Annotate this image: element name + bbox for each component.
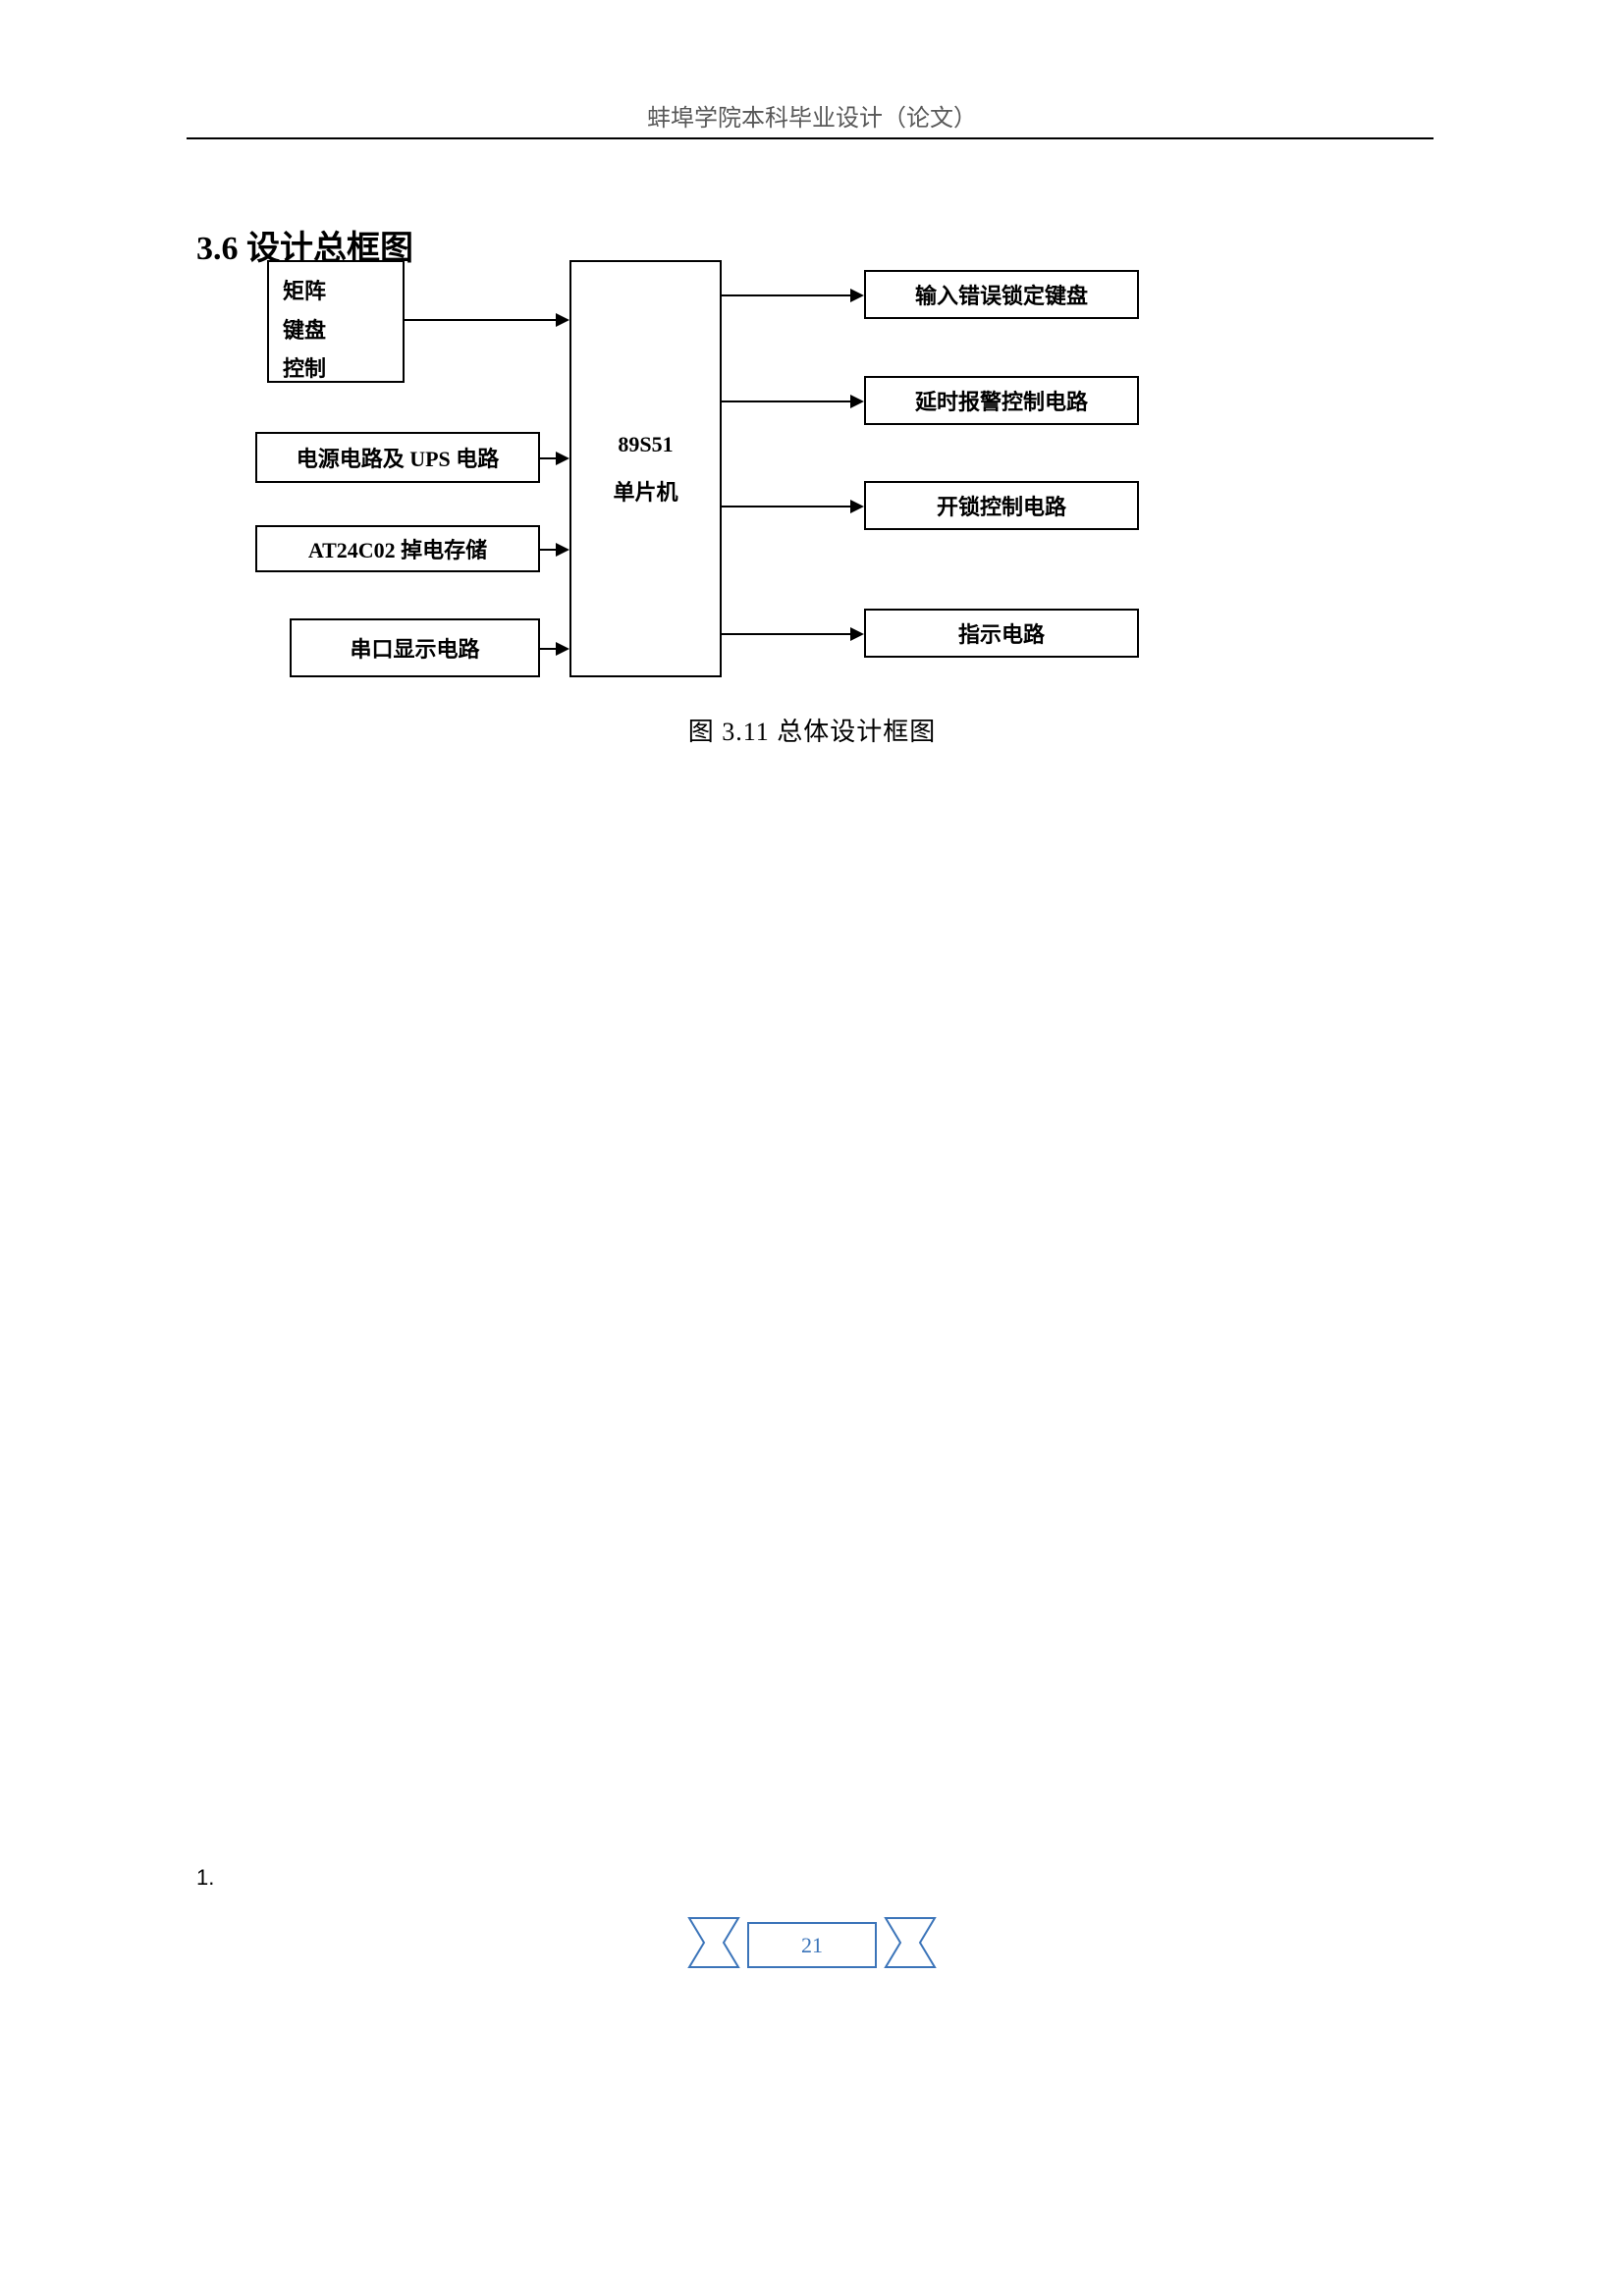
- page-footer: 21: [684, 1908, 940, 1982]
- arrow-head-4: [850, 289, 864, 302]
- arrow-head-0: [556, 313, 569, 327]
- header-text: 蚌埠学院本科毕业设计（论文）: [647, 106, 977, 132]
- node-right3: 开锁控制电路: [864, 481, 1139, 530]
- node-left4: 串口显示电路: [290, 618, 540, 677]
- arrow-head-1: [556, 452, 569, 465]
- page-header: 蚌埠学院本科毕业设计（论文）: [0, 98, 1624, 133]
- node-right1: 输入错误锁定键盘: [864, 270, 1139, 319]
- svg-text:21: 21: [801, 1933, 823, 1957]
- node-left1: 矩阵键盘控制: [267, 260, 405, 383]
- node-right4: 指示电路: [864, 609, 1139, 658]
- arrow-line-5: [722, 400, 852, 402]
- arrow-head-2: [556, 543, 569, 557]
- block-diagram: 矩阵键盘控制电源电路及 UPS 电路 AT24C02 掉电存储串口显示电路 89S5…: [255, 260, 1257, 682]
- ribbon-icon: 21: [684, 1908, 940, 1977]
- node-center: 89S51单片机: [569, 260, 722, 677]
- figure-caption: 图 3.11 总体设计框图: [0, 712, 1624, 748]
- arrow-line-4: [722, 294, 852, 296]
- arrow-line-6: [722, 506, 852, 507]
- arrow-head-5: [850, 395, 864, 408]
- arrow-line-0: [405, 319, 558, 321]
- node-right2: 延时报警控制电路: [864, 376, 1139, 425]
- node-left3: AT24C02 掉电存储: [255, 525, 540, 572]
- arrow-head-7: [850, 627, 864, 641]
- arrow-line-7: [722, 633, 852, 635]
- arrow-head-3: [556, 642, 569, 656]
- header-rule: [187, 137, 1434, 139]
- footnote-marker: 1.: [196, 1865, 214, 1891]
- arrow-head-6: [850, 500, 864, 513]
- node-left2: 电源电路及 UPS 电路: [255, 432, 540, 483]
